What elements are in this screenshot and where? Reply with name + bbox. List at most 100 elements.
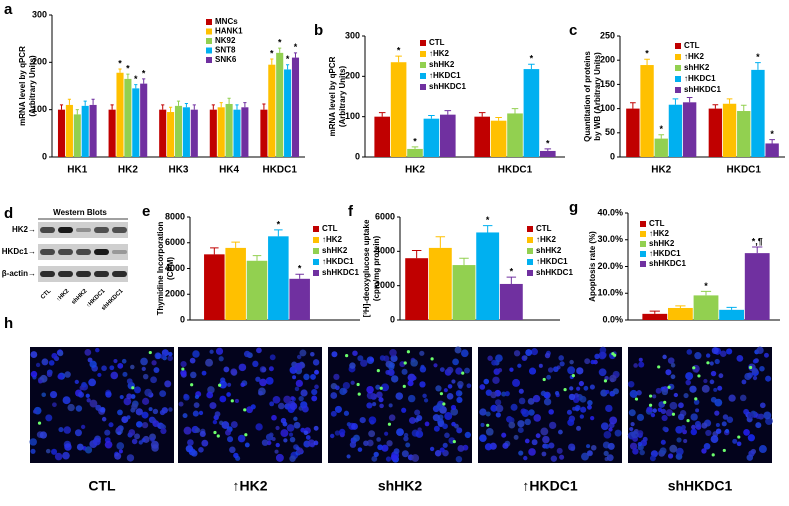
nucleus bbox=[86, 398, 91, 403]
micrograph: ↑HKDC1 bbox=[478, 346, 622, 494]
error-bar bbox=[293, 52, 298, 58]
nucleus bbox=[333, 373, 340, 380]
bar bbox=[57, 109, 66, 157]
legend-swatch bbox=[527, 270, 533, 276]
nucleus bbox=[289, 455, 296, 462]
apoptotic-cell bbox=[706, 361, 710, 365]
nucleus bbox=[464, 367, 471, 374]
nucleus bbox=[479, 408, 487, 416]
nucleus bbox=[384, 431, 389, 436]
nucleus bbox=[118, 449, 123, 454]
error-bar bbox=[235, 104, 239, 110]
bar bbox=[765, 143, 779, 157]
nucleus bbox=[289, 402, 298, 411]
nucleus bbox=[528, 367, 537, 375]
nucleus bbox=[154, 352, 162, 360]
nucleus bbox=[586, 450, 593, 457]
nucleus bbox=[38, 379, 43, 384]
nucleus bbox=[424, 421, 430, 427]
apoptotic-cell bbox=[148, 350, 152, 355]
nucleus bbox=[342, 381, 351, 390]
error-bar bbox=[726, 306, 737, 310]
apoptotic-cell bbox=[486, 423, 490, 427]
nucleus bbox=[192, 350, 200, 358]
error-bar bbox=[227, 97, 231, 104]
nucleus bbox=[141, 421, 149, 429]
nucleus bbox=[255, 423, 263, 431]
nucleus bbox=[219, 395, 227, 403]
nucleus bbox=[685, 379, 691, 386]
nucleus bbox=[523, 455, 528, 461]
nucleus bbox=[630, 422, 635, 427]
nucleus bbox=[128, 429, 136, 436]
nucleus bbox=[388, 362, 395, 369]
nucleus bbox=[580, 406, 587, 413]
nucleus bbox=[41, 392, 47, 398]
nucleus bbox=[29, 438, 37, 446]
nucleus bbox=[35, 362, 41, 368]
y-tick-label: 200 bbox=[345, 71, 360, 81]
nucleus bbox=[659, 447, 667, 455]
nucleus bbox=[219, 380, 228, 389]
nucleus bbox=[92, 437, 101, 446]
apoptotic-cell bbox=[571, 374, 575, 378]
legend-swatch bbox=[420, 62, 426, 68]
nucleus bbox=[524, 418, 531, 426]
nucleus bbox=[180, 369, 187, 377]
apoptotic-cell bbox=[345, 354, 349, 358]
nucleus bbox=[64, 371, 71, 378]
nucleus bbox=[763, 411, 772, 420]
band bbox=[40, 271, 55, 277]
nucleus bbox=[497, 368, 503, 373]
bar bbox=[140, 83, 148, 157]
nucleus bbox=[307, 439, 316, 447]
nucleus bbox=[568, 393, 576, 401]
nucleus bbox=[512, 378, 521, 387]
nucleus bbox=[390, 454, 398, 462]
apoptotic-cell bbox=[563, 388, 567, 392]
nucleus bbox=[743, 408, 749, 415]
micrograph: ↑HK2 bbox=[178, 347, 322, 494]
nucleus bbox=[339, 387, 347, 396]
error-bar bbox=[511, 108, 519, 114]
nucleus bbox=[642, 436, 648, 442]
nucleus bbox=[141, 411, 149, 419]
nucleus bbox=[229, 446, 236, 454]
legend-label: shHKDC1 bbox=[536, 268, 573, 277]
nucleus bbox=[227, 436, 234, 443]
nucleus bbox=[109, 365, 115, 371]
nucleus bbox=[393, 448, 400, 455]
nucleus bbox=[709, 361, 714, 366]
nucleus bbox=[717, 385, 723, 391]
x-tick-label: HK2 bbox=[405, 165, 425, 176]
nucleus bbox=[371, 455, 378, 462]
error-bar bbox=[83, 100, 87, 106]
nucleus bbox=[386, 440, 393, 447]
nucleus bbox=[190, 371, 197, 379]
image-label: ↑HK2 bbox=[232, 478, 267, 494]
nucleus bbox=[415, 430, 424, 438]
nucleus bbox=[683, 439, 688, 444]
nucleus bbox=[550, 455, 558, 462]
legend-swatch bbox=[675, 43, 681, 49]
nucleus bbox=[485, 411, 491, 417]
legend-swatch bbox=[420, 40, 426, 46]
nucleus bbox=[366, 391, 375, 400]
nucleus bbox=[584, 358, 591, 365]
error-bar bbox=[482, 225, 493, 233]
legend-label: ↑HKDC1 bbox=[649, 249, 681, 258]
y-tick-label: 300 bbox=[32, 9, 47, 19]
nucleus bbox=[670, 362, 676, 368]
chart: c Quantitation of proteins by WB (Arbitrar… bbox=[569, 22, 785, 176]
nucleus bbox=[39, 431, 48, 439]
apoptotic-cell bbox=[542, 377, 546, 382]
y-tick-label: 150 bbox=[600, 79, 615, 89]
bar bbox=[626, 108, 640, 157]
nucleus bbox=[705, 353, 711, 358]
nucleus bbox=[660, 408, 667, 415]
nucleus bbox=[721, 421, 727, 427]
legend-label: ↑HK2 bbox=[429, 49, 450, 58]
nucleus bbox=[452, 358, 459, 366]
nucleus bbox=[274, 449, 279, 454]
nucleus bbox=[160, 423, 165, 429]
